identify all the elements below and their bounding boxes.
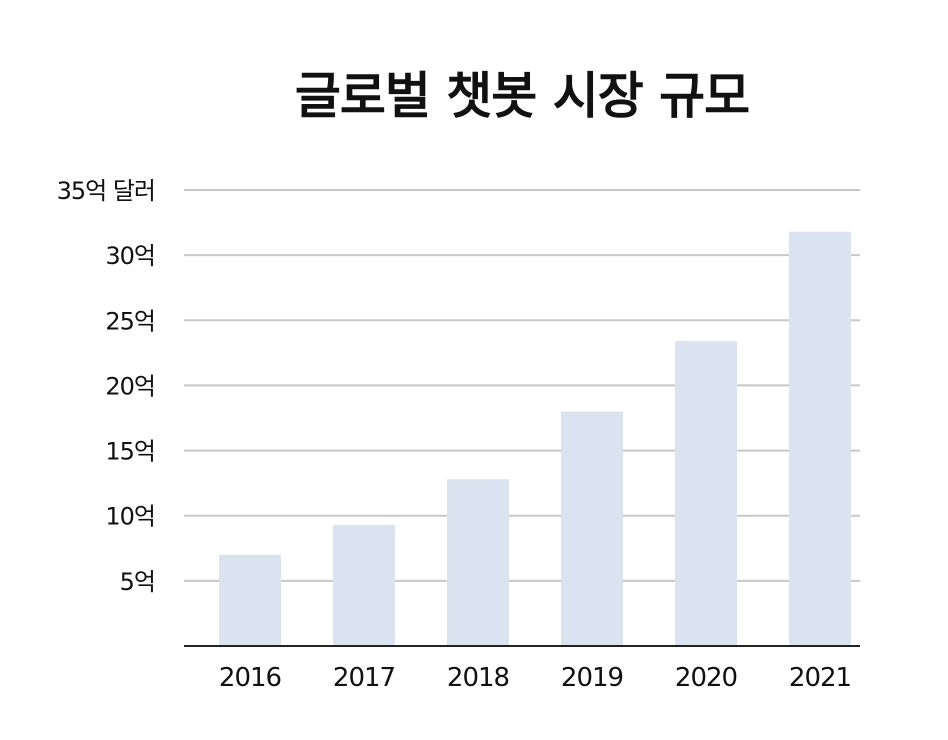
y-tick-label: 30억 — [105, 242, 155, 270]
chart-title: 글로벌 챗봇 시장 규모 — [294, 67, 750, 125]
y-tick-label: 35억 달러 — [57, 177, 155, 205]
y-tick-label: 10억 — [105, 503, 155, 531]
x-tick-label: 2017 — [333, 663, 395, 693]
x-tick-label: 2021 — [789, 663, 851, 693]
gridlines — [184, 189, 860, 582]
y-tick-label: 15억 — [105, 438, 155, 466]
y-tick-label: 20억 — [105, 372, 155, 400]
bar-2016 — [219, 554, 281, 646]
bar-2017 — [333, 524, 395, 646]
y-tick-labels: 5억 10억 15억 20억 25억 30억 35억 달러 — [57, 177, 156, 596]
y-tick-label: 5억 — [120, 568, 155, 596]
x-tick-label: 2020 — [675, 663, 737, 693]
bar-2018 — [447, 479, 509, 646]
x-tick-label: 2019 — [561, 663, 623, 693]
x-tick-label: 2016 — [219, 663, 281, 693]
x-tick-labels: 2016 2017 2018 2019 2020 2021 — [219, 663, 852, 693]
y-tick-label: 25억 — [105, 307, 155, 335]
bar-2019 — [561, 411, 623, 646]
bar-2021 — [789, 231, 851, 647]
bar-2020 — [675, 341, 737, 646]
x-tick-label: 2018 — [447, 663, 509, 693]
bars — [219, 231, 851, 647]
